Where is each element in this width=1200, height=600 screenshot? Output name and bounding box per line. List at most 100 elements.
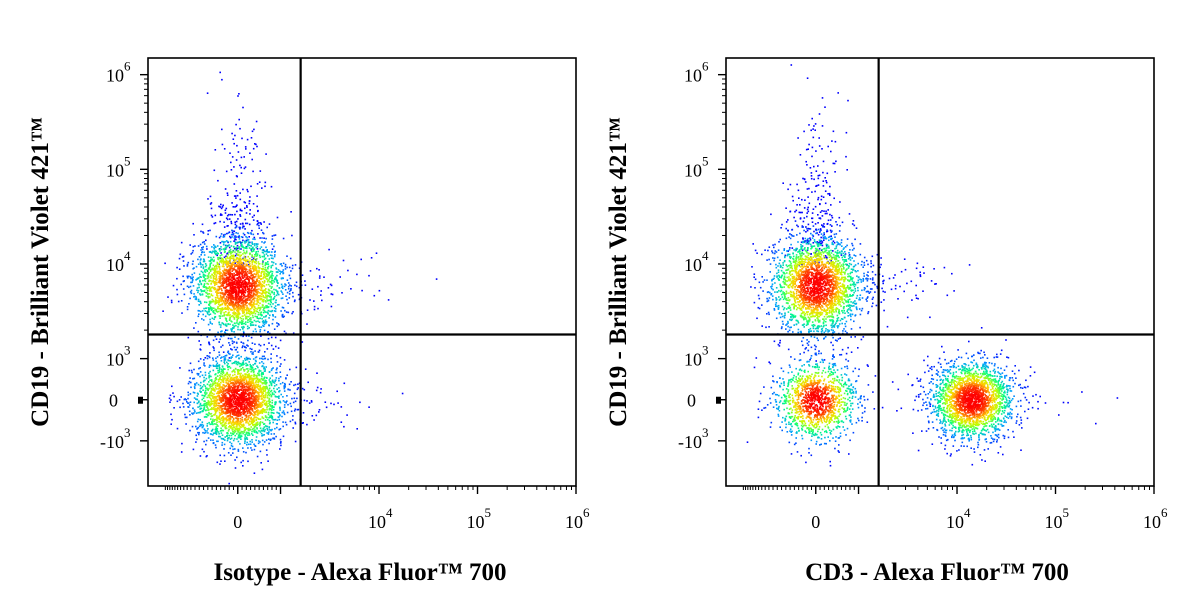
- event-dot: [294, 299, 296, 301]
- event-dot: [237, 313, 239, 316]
- event-dot: [310, 400, 313, 402]
- event-dot: [209, 405, 211, 407]
- event-dot: [226, 396, 228, 399]
- event-dot: [232, 245, 235, 248]
- event-dot: [261, 320, 264, 323]
- event-dot: [262, 372, 264, 374]
- event-dot: [273, 419, 276, 421]
- event-dot: [277, 412, 280, 414]
- event-dot: [251, 298, 254, 301]
- event-dot: [244, 323, 247, 326]
- event-dot: [231, 413, 234, 415]
- event-dot: [435, 278, 438, 280]
- event-dot: [198, 277, 200, 279]
- event-dots: [162, 71, 438, 485]
- event-dot: [206, 383, 209, 386]
- event-dot: [215, 288, 217, 291]
- event-dot: [213, 288, 216, 291]
- event-dot: [320, 388, 322, 390]
- event-dot: [261, 375, 263, 378]
- event-dot: [227, 313, 229, 315]
- event-dot: [276, 216, 279, 219]
- event-dot: [254, 280, 256, 283]
- event-dot: [217, 258, 220, 261]
- event-dot: [224, 402, 226, 405]
- event-dot: [192, 278, 194, 281]
- event-dot: [215, 276, 217, 279]
- event-dot: [268, 397, 271, 400]
- event-dot: [217, 263, 220, 266]
- event-dot: [228, 251, 230, 254]
- event-dot: [260, 326, 263, 328]
- event-dot: [241, 386, 244, 388]
- event-dot: [212, 287, 215, 290]
- event-dot: [233, 432, 236, 434]
- event-dot: [226, 320, 228, 323]
- event-dot: [246, 412, 249, 415]
- event-dot: [232, 301, 234, 303]
- event-dot: [245, 362, 247, 365]
- event-dot: [246, 222, 249, 225]
- event-dot: [191, 281, 193, 284]
- event-dot: [249, 440, 251, 443]
- event-dot: [213, 423, 216, 425]
- event-dot: [206, 92, 209, 94]
- event-dot: [253, 368, 255, 371]
- event-dot: [208, 356, 211, 359]
- event-dot: [251, 374, 253, 377]
- event-dot: [258, 385, 261, 388]
- event-dot: [219, 294, 222, 297]
- event-dot: [223, 357, 226, 360]
- event-dot: [241, 222, 244, 225]
- event-dot: [211, 323, 213, 325]
- event-dot: [219, 71, 221, 74]
- event-dot: [212, 311, 215, 313]
- event-dot: [241, 273, 243, 275]
- event-dot: [289, 277, 292, 280]
- event-dot: [275, 294, 278, 297]
- event-dot: [243, 411, 246, 413]
- event-dot: [267, 292, 270, 294]
- event-dot: [214, 419, 216, 421]
- event-dot: [234, 349, 237, 351]
- event-dot: [291, 264, 294, 267]
- event-dot: [216, 365, 218, 368]
- event-dot: [228, 314, 230, 317]
- event-dot: [220, 324, 222, 326]
- event-dot: [232, 419, 234, 422]
- event-dot: [234, 430, 237, 433]
- event-dot: [248, 281, 250, 283]
- event-dot: [213, 246, 215, 249]
- event-dot: [206, 413, 208, 416]
- event-dot: [278, 397, 280, 399]
- event-dot: [214, 278, 217, 280]
- event-dot: [259, 423, 261, 426]
- event-dot: [239, 215, 242, 217]
- event-dot: [227, 290, 230, 293]
- event-dot: [259, 344, 262, 347]
- event-dot: [229, 213, 232, 216]
- event-dot: [210, 403, 213, 406]
- event-dot: [252, 277, 254, 279]
- event-dot: [236, 316, 238, 318]
- event-dot: [244, 373, 246, 375]
- event-dot: [234, 297, 237, 300]
- event-dot: [237, 413, 240, 416]
- event-dot: [250, 248, 253, 250]
- event-dot: [205, 403, 208, 405]
- event-dot: [250, 289, 252, 292]
- event-dot: [273, 310, 276, 312]
- event-dot: [211, 298, 214, 301]
- event-dot: [235, 197, 237, 199]
- event-dot: [227, 386, 230, 389]
- event-dot: [222, 271, 225, 274]
- event-dot: [255, 381, 257, 384]
- event-dot: [215, 301, 218, 303]
- event-dot: [237, 297, 239, 299]
- event-dot: [229, 389, 232, 392]
- event-dot: [220, 207, 223, 210]
- event-dot: [230, 272, 232, 275]
- event-dot: [237, 361, 240, 363]
- event-dot: [373, 294, 376, 297]
